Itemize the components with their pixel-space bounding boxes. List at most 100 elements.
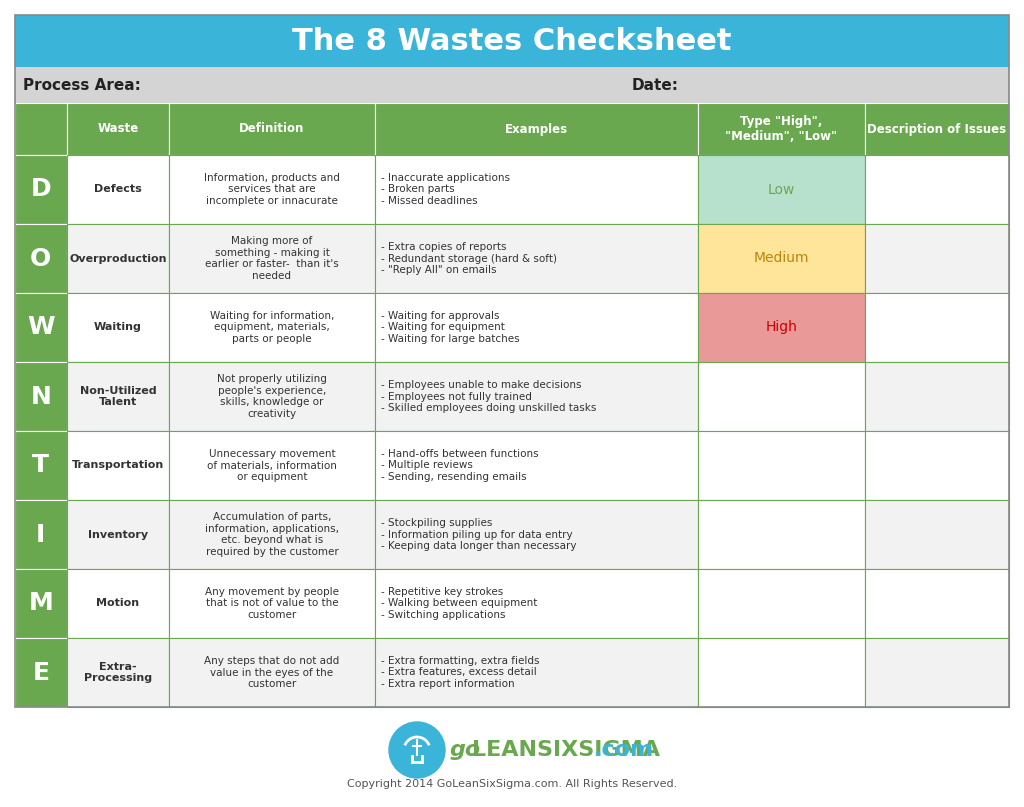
- Text: I: I: [36, 522, 45, 546]
- Text: Waste: Waste: [97, 123, 138, 136]
- Text: Information, products and
services that are
incomplete or innacurate: Information, products and services that …: [204, 173, 340, 206]
- Bar: [169, 293, 375, 362]
- Bar: [375, 224, 698, 293]
- Bar: [15, 500, 67, 569]
- Bar: [15, 569, 67, 638]
- Bar: [698, 362, 865, 431]
- Text: Extra-
Processing: Extra- Processing: [84, 662, 152, 684]
- Bar: [375, 431, 698, 500]
- Text: Waiting: Waiting: [94, 323, 141, 332]
- Bar: [67, 293, 169, 362]
- Text: - Inaccurate applications
- Broken parts
- Missed deadlines: - Inaccurate applications - Broken parts…: [381, 173, 510, 206]
- Text: E: E: [33, 660, 49, 684]
- Bar: [15, 362, 67, 431]
- Bar: [15, 224, 67, 293]
- Bar: [15, 155, 67, 224]
- Bar: [865, 431, 1009, 500]
- Text: Type "High",
"Medium", "Low": Type "High", "Medium", "Low": [725, 115, 838, 143]
- Bar: [15, 293, 67, 362]
- Text: Description of Issues: Description of Issues: [867, 123, 1007, 136]
- Bar: [15, 15, 1009, 707]
- Bar: [169, 103, 375, 155]
- Text: N: N: [31, 384, 51, 408]
- Bar: [15, 103, 67, 155]
- Bar: [698, 103, 865, 155]
- Bar: [865, 103, 1009, 155]
- Bar: [169, 224, 375, 293]
- Text: Transportation: Transportation: [72, 461, 164, 470]
- Bar: [375, 155, 698, 224]
- Text: Unnecessary movement
of materials, information
or equipment: Unnecessary movement of materials, infor…: [207, 449, 337, 482]
- Bar: [15, 431, 67, 500]
- Text: - Employees unable to make decisions
- Employees not fully trained
- Skilled emp: - Employees unable to make decisions - E…: [381, 380, 596, 413]
- Text: Making more of
something - making it
earlier or faster-  than it's
needed: Making more of something - making it ear…: [205, 236, 339, 281]
- Text: M: M: [29, 592, 53, 616]
- Bar: [865, 500, 1009, 569]
- Text: Accumulation of parts,
information, applications,
etc. beyond what is
required b: Accumulation of parts, information, appl…: [205, 512, 339, 557]
- Text: - Extra formatting, extra fields
- Extra features, excess detail
- Extra report : - Extra formatting, extra fields - Extra…: [381, 656, 540, 689]
- Text: Motion: Motion: [96, 599, 139, 608]
- Text: Copyright 2014 GoLeanSixSigma.com. All Rights Reserved.: Copyright 2014 GoLeanSixSigma.com. All R…: [347, 779, 677, 789]
- Text: Any steps that do not add
value in the eyes of the
customer: Any steps that do not add value in the e…: [205, 656, 340, 689]
- Circle shape: [389, 722, 445, 778]
- Bar: [865, 362, 1009, 431]
- Text: O: O: [31, 246, 51, 270]
- Bar: [169, 569, 375, 638]
- Text: Medium: Medium: [754, 252, 809, 266]
- Bar: [169, 362, 375, 431]
- Text: Process Area:: Process Area:: [23, 77, 141, 93]
- Text: - Stockpiling supplies
- Information piling up for data entry
- Keeping data lon: - Stockpiling supplies - Information pil…: [381, 518, 577, 551]
- Bar: [67, 431, 169, 500]
- Text: Examples: Examples: [505, 123, 568, 136]
- Bar: [375, 638, 698, 707]
- Bar: [15, 638, 67, 707]
- Text: - Repetitive key strokes
- Walking between equipment
- Switching applications: - Repetitive key strokes - Walking betwe…: [381, 587, 538, 620]
- Bar: [15, 67, 1009, 103]
- Bar: [169, 155, 375, 224]
- Bar: [67, 362, 169, 431]
- Bar: [698, 569, 865, 638]
- Bar: [865, 638, 1009, 707]
- Bar: [67, 155, 169, 224]
- Text: Not properly utilizing
people's experience,
skills, knowledge or
creativity: Not properly utilizing people's experien…: [217, 374, 327, 419]
- Bar: [67, 224, 169, 293]
- Bar: [698, 431, 865, 500]
- Bar: [375, 293, 698, 362]
- Bar: [698, 224, 865, 293]
- Text: .com: .com: [594, 740, 654, 760]
- Bar: [698, 155, 865, 224]
- Text: High: High: [765, 320, 798, 334]
- Bar: [169, 638, 375, 707]
- Bar: [698, 500, 865, 569]
- Bar: [169, 431, 375, 500]
- Text: Inventory: Inventory: [88, 529, 147, 540]
- Text: Low: Low: [768, 182, 795, 196]
- Bar: [375, 500, 698, 569]
- Bar: [67, 103, 169, 155]
- Bar: [169, 500, 375, 569]
- Text: T: T: [33, 454, 49, 478]
- Text: D: D: [31, 178, 51, 202]
- Text: W: W: [27, 316, 54, 340]
- Bar: [698, 638, 865, 707]
- Text: Overproduction: Overproduction: [70, 253, 167, 264]
- Text: The 8 Wastes Checksheet: The 8 Wastes Checksheet: [292, 27, 732, 56]
- Bar: [865, 224, 1009, 293]
- Bar: [375, 362, 698, 431]
- Bar: [67, 569, 169, 638]
- Bar: [698, 293, 865, 362]
- Text: Any movement by people
that is not of value to the
customer: Any movement by people that is not of va…: [205, 587, 339, 620]
- Bar: [375, 103, 698, 155]
- Text: go: go: [450, 740, 481, 760]
- Bar: [865, 293, 1009, 362]
- Text: Date:: Date:: [631, 77, 678, 93]
- Text: - Waiting for approvals
- Waiting for equipment
- Waiting for large batches: - Waiting for approvals - Waiting for eq…: [381, 311, 519, 344]
- Text: Defects: Defects: [94, 185, 141, 194]
- Bar: [15, 15, 1009, 67]
- Text: - Extra copies of reports
- Redundant storage (hard & soft)
- "Reply All" on ema: - Extra copies of reports - Redundant st…: [381, 242, 557, 275]
- Text: Definition: Definition: [240, 123, 304, 136]
- Bar: [67, 500, 169, 569]
- Bar: [865, 155, 1009, 224]
- Text: Non-Utilized
Talent: Non-Utilized Talent: [80, 386, 157, 408]
- Text: LEANSIXSIGMA: LEANSIXSIGMA: [472, 740, 660, 760]
